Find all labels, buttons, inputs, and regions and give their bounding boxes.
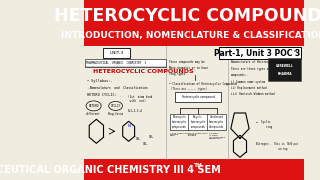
- Text: (1st  atom bond
 with  out): (1st atom bond with out): [128, 95, 152, 103]
- Text: CH₂: CH₂: [142, 142, 148, 146]
- Text: • e.g. homocyclic
3-pyrole
furan: • e.g. homocyclic 3-pyrole furan: [170, 133, 189, 136]
- FancyBboxPatch shape: [84, 59, 166, 67]
- FancyBboxPatch shape: [103, 48, 130, 58]
- FancyBboxPatch shape: [170, 114, 189, 130]
- Text: CYCLIC: CYCLIC: [110, 104, 121, 108]
- Text: i) Fused,
ii) Spiro,
iii) Telescoped
heterocyclic: i) Fused, ii) Spiro, iii) Telescoped het…: [209, 133, 225, 139]
- Text: Nomenclature of Heterocyclic compounds: Nomenclature of Heterocyclic compounds: [231, 60, 293, 64]
- FancyBboxPatch shape: [207, 114, 227, 130]
- Text: Condensed
heterocyclic
Compounds: Condensed heterocyclic Compounds: [209, 115, 224, 129]
- Text: -Nomenclature  and  Classification: -Nomenclature and Classification: [88, 86, 148, 90]
- Text: • Syllabus:-: • Syllabus:-: [87, 79, 112, 83]
- Text: HETEROCYCLIC COMPOUNDS: HETEROCYCLIC COMPOUNDS: [93, 69, 194, 74]
- Text: • e.g. homocyclic
3-pyrole
pyridine: • e.g. homocyclic 3-pyrole pyridine: [188, 133, 208, 136]
- Text: There are three types of: There are three types of: [231, 67, 270, 71]
- Text: rd: rd: [293, 49, 298, 53]
- Text: Ring-focus: Ring-focus: [108, 112, 124, 116]
- Text: different: different: [86, 112, 101, 116]
- FancyBboxPatch shape: [219, 47, 301, 59]
- Text: INTRODUCTION, NOMENCLATURE & CLASSIFICATION: INTRODUCTION, NOMENCLATURE & CLASSIFICAT…: [61, 31, 320, 40]
- Text: CAREWELL: CAREWELL: [276, 64, 293, 68]
- Text: CH₂: CH₂: [136, 137, 140, 141]
- Text: ring types.: ring types.: [169, 72, 186, 76]
- Text: Part-1, Unit 3 POC 3: Part-1, Unit 3 POC 3: [214, 49, 300, 58]
- Text: Mono-aromatic or to have: Mono-aromatic or to have: [169, 66, 207, 70]
- Text: UNIT-3: UNIT-3: [109, 51, 124, 55]
- Bar: [84, 159, 304, 180]
- Text: N: N: [127, 124, 130, 128]
- Text: ii) Replacement method: ii) Replacement method: [231, 86, 267, 90]
- Text: compounds:-: compounds:-: [231, 73, 249, 77]
- Text: Bicyclic
heterocyclic
compounds: Bicyclic heterocyclic compounds: [190, 115, 206, 129]
- Text: CH₂: CH₂: [149, 135, 154, 139]
- Text: HETERO: HETERO: [88, 104, 99, 108]
- Text: Monocyclic
heterocyclic
compounds: Monocyclic heterocyclic compounds: [172, 115, 187, 129]
- Text: P’CEUTICAL ORGANIC CHEMISTRY III 4: P’CEUTICAL ORGANIC CHEMISTRY III 4: [0, 165, 194, 175]
- Bar: [84, 46, 304, 159]
- Text: Heterocyclic compound: Heterocyclic compound: [182, 95, 214, 99]
- Text: PHARMA: PHARMA: [277, 72, 292, 76]
- Text: (There are ------ types): (There are ------ types): [171, 87, 207, 91]
- Text: SEM: SEM: [194, 165, 221, 175]
- Text: HETERO CYCLIC:: HETERO CYCLIC:: [87, 93, 116, 97]
- FancyBboxPatch shape: [175, 92, 221, 102]
- FancyBboxPatch shape: [268, 58, 301, 81]
- Text: 0,1,2,3,4: 0,1,2,3,4: [128, 109, 143, 113]
- Text: HETEROCYCLIC COMPOUNDS: HETEROCYCLIC COMPOUNDS: [54, 7, 320, 25]
- Text: i) Common name system: i) Common name system: [231, 80, 265, 84]
- Text: →  Cyclic
      ring: → Cyclic ring: [256, 120, 272, 129]
- Text: Nitrogen:-  This is  N=N put
               on top: Nitrogen:- This is N=N put on top: [256, 142, 298, 151]
- Text: TH: TH: [194, 163, 203, 168]
- Text: iii) Hantzsch-Widman method: iii) Hantzsch-Widman method: [231, 92, 275, 96]
- Bar: [84, 0, 304, 46]
- Text: These compounds may be: These compounds may be: [169, 60, 204, 64]
- FancyBboxPatch shape: [188, 114, 208, 130]
- Text: • Classification of Heterocyclic Compounds: • Classification of Heterocyclic Compoun…: [169, 82, 237, 86]
- Text: PHARMACEUTICAL  ORGANIC  CHEMISTRY  3: PHARMACEUTICAL ORGANIC CHEMISTRY 3: [86, 61, 146, 65]
